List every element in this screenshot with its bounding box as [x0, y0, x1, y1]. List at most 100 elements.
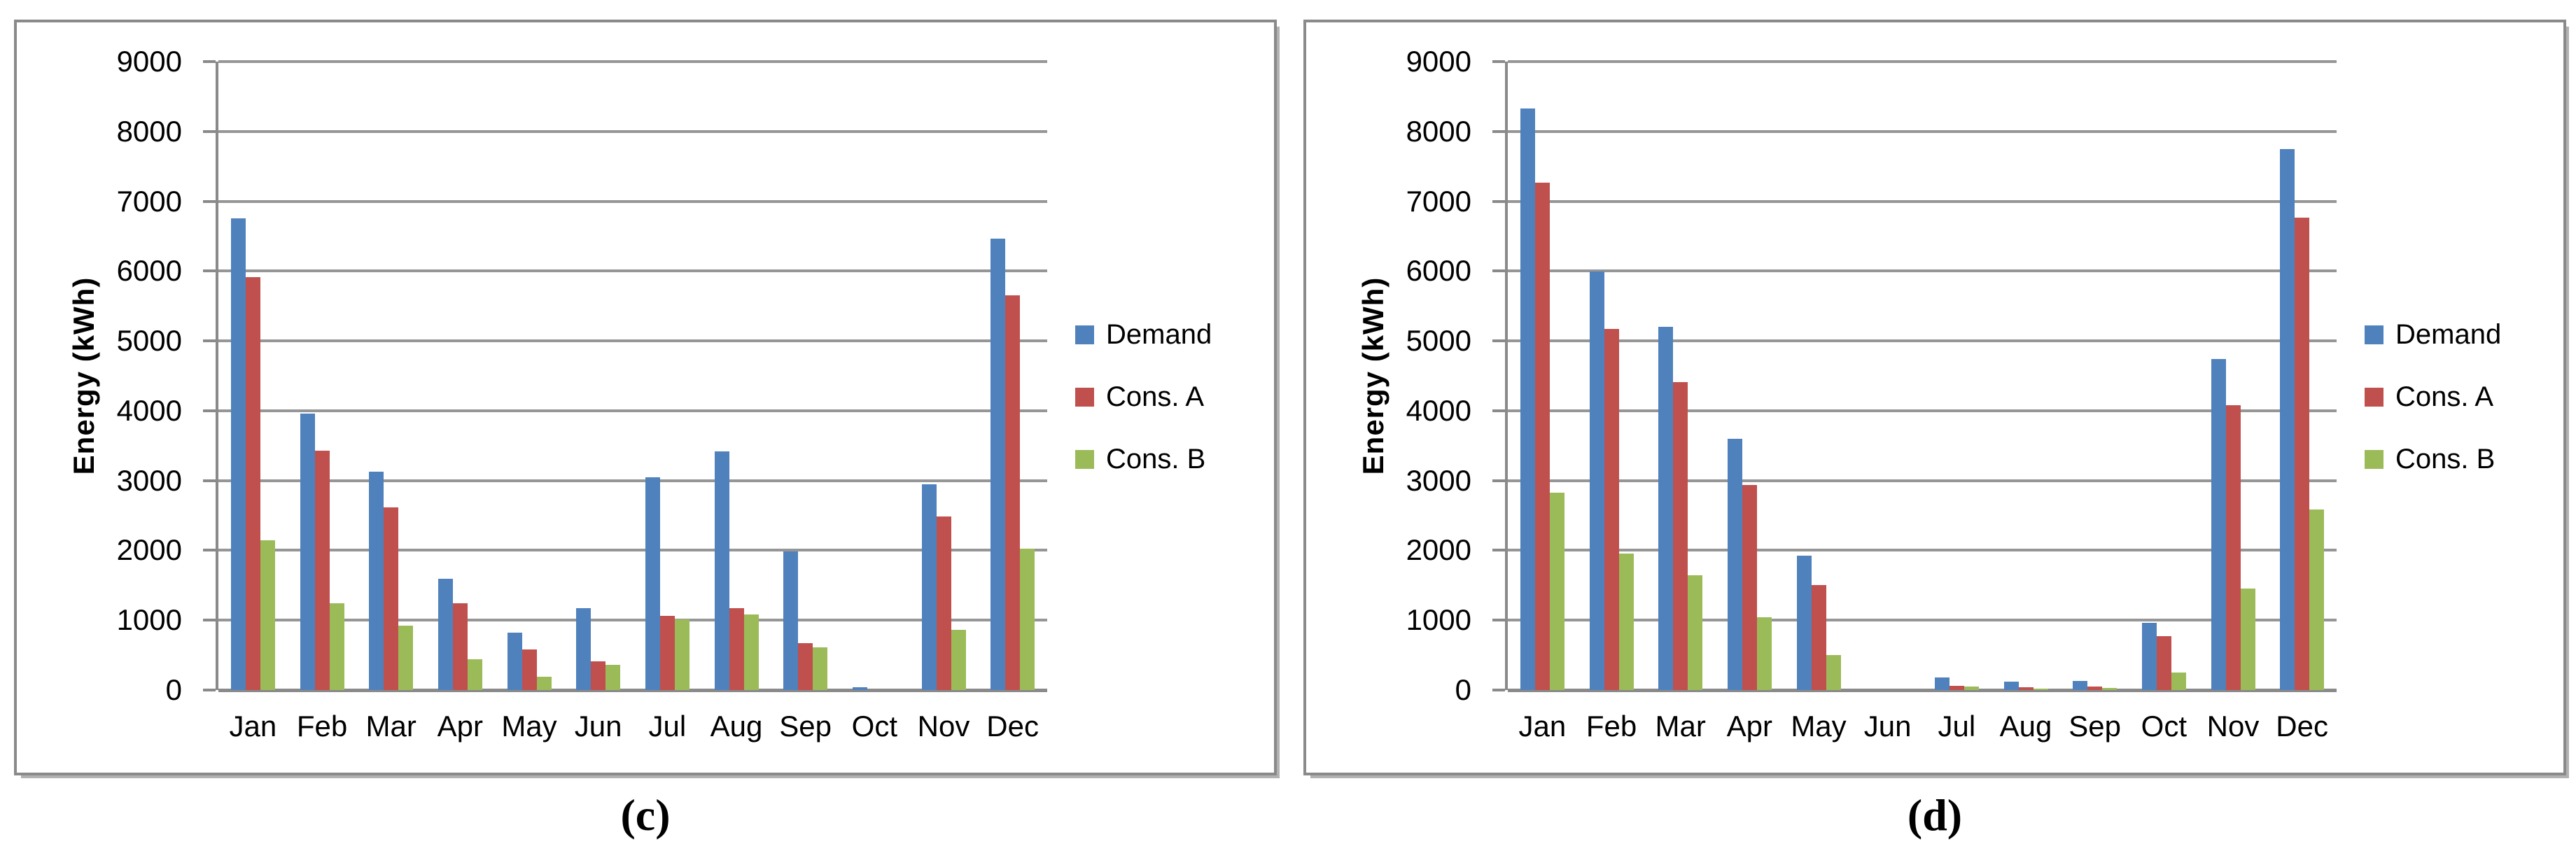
bar-cons-b-jun — [606, 665, 621, 690]
panel-caption-d: (d) — [1907, 790, 1963, 840]
bar-cons-a-apr — [1742, 485, 1757, 690]
bar-demand-dec — [2280, 149, 2295, 690]
y-tick — [203, 339, 216, 343]
bar-cons-b-mar — [1688, 575, 1703, 690]
x-axis-baseline — [218, 689, 1047, 692]
x-axis-label-jul: Jul — [648, 710, 687, 743]
legend-label-demand: Demand — [2395, 318, 2502, 350]
bar-cons-a-dec — [1005, 295, 1021, 690]
legend: Demand Cons. A Cons. B — [1075, 319, 1212, 474]
y-tick-label-2000: 2000 — [116, 533, 182, 567]
bar-cons-a-sep — [2087, 687, 2103, 690]
bar-cons-a-may — [1811, 585, 1826, 690]
x-axis-label-sep: Sep — [779, 710, 832, 743]
y-tick — [203, 199, 216, 203]
gridline-6000 — [218, 269, 1047, 273]
legend-swatch-cons-b — [2365, 449, 2384, 469]
panel-d-wrap: Energy (kWh) 9000 8000 7000 6000 5000 4000 300… — [1303, 0, 2566, 858]
bar-cons-a-mar — [384, 507, 399, 690]
x-axis-label-may: May — [501, 710, 557, 743]
bar-demand-jun — [576, 608, 592, 690]
x-axis-label-aug: Aug — [1999, 710, 2052, 743]
bar-demand-sep — [783, 551, 799, 690]
legend-swatch-cons-b — [1075, 449, 1094, 469]
gridline-2000 — [1508, 549, 2337, 552]
gridline-3000 — [1508, 479, 2337, 482]
bar-cons-a-nov — [2225, 405, 2241, 690]
y-tick-label-0: 0 — [1455, 673, 1471, 706]
bar-cons-b-aug — [743, 614, 759, 690]
bar-cons-a-dec — [2295, 218, 2310, 690]
gridline-5000 — [1508, 339, 2337, 343]
bar-cons-a-jul — [659, 616, 675, 690]
bar-demand-jul — [1934, 677, 1949, 690]
y-tick-label-8000: 8000 — [1406, 114, 1471, 148]
gridline-6000 — [1508, 269, 2337, 273]
x-axis-label-apr: Apr — [1726, 710, 1773, 743]
x-axis-label-dec: Dec — [986, 710, 1040, 743]
y-tick — [1492, 479, 1505, 482]
panel-c-wrap: Energy (kWh) 9000 8000 7000 6000 5000 4000 300… — [14, 0, 1277, 858]
bar-cons-b-apr — [1756, 617, 1772, 690]
y-tick-label-6000: 6000 — [116, 254, 182, 288]
y-tick-label-8000: 8000 — [116, 114, 182, 148]
y-tick-label-1000: 1000 — [1406, 603, 1471, 637]
gridline-9000 — [1508, 60, 2337, 63]
y-tick-label-5000: 5000 — [116, 324, 182, 358]
y-tick — [1492, 129, 1505, 133]
y-tick — [203, 689, 216, 691]
bar-cons-a-oct — [2156, 636, 2171, 690]
x-axis-label-oct: Oct — [851, 710, 897, 743]
x-axis-label-mar: Mar — [1655, 710, 1706, 743]
bar-cons-b-apr — [467, 659, 482, 690]
y-tick-label-3000: 3000 — [1406, 463, 1471, 497]
bar-demand-mar — [1658, 327, 1674, 690]
bar-demand-nov — [921, 484, 937, 690]
gridline-8000 — [1508, 129, 2337, 133]
legend-item-cons-b: Cons. B — [2365, 444, 2501, 474]
bar-cons-a-jan — [245, 277, 260, 690]
legend-item-cons-b: Cons. B — [1075, 444, 1212, 474]
bar-demand-dec — [990, 239, 1006, 690]
y-axis-title: Energy (kWh) — [67, 276, 100, 475]
bar-cons-a-feb — [1604, 329, 1619, 690]
y-tick — [1492, 689, 1505, 691]
y-tick — [203, 60, 216, 63]
y-tick-label-9000: 9000 — [1406, 45, 1471, 78]
bar-cons-b-jul — [1963, 687, 1979, 690]
x-axis-label-oct: Oct — [2141, 710, 2187, 743]
legend-item-cons-a: Cons. A — [2365, 381, 2501, 412]
gridline-1000 — [218, 619, 1047, 622]
y-axis-title: Energy (kWh) — [1357, 276, 1390, 475]
y-tick-label-4000: 4000 — [116, 393, 182, 427]
y-tick — [1492, 409, 1505, 412]
bar-demand-may — [1796, 556, 1812, 690]
x-axis-label-jul: Jul — [1938, 710, 1976, 743]
y-tick-label-5000: 5000 — [1406, 324, 1471, 358]
bar-cons-b-oct — [2171, 673, 2186, 690]
legend: Demand Cons. A Cons. B — [2365, 318, 2502, 474]
x-axis-label-nov: Nov — [2206, 710, 2260, 743]
x-axis-label-jun: Jun — [1863, 710, 1912, 743]
gridline-8000 — [218, 129, 1047, 133]
gridline-1000 — [1508, 619, 2337, 622]
bar-demand-feb — [300, 414, 315, 690]
bar-cons-a-feb — [314, 451, 330, 690]
bar-demand-jul — [645, 477, 660, 690]
x-axis-label-feb: Feb — [296, 710, 348, 743]
bar-demand-aug — [714, 451, 729, 690]
bar-demand-feb — [1589, 272, 1604, 690]
gridline-7000 — [218, 199, 1047, 203]
legend-swatch-cons-a — [1075, 387, 1094, 407]
legend-label-cons-a: Cons. A — [2395, 381, 2494, 412]
bar-cons-a-jan — [1534, 183, 1550, 690]
x-axis-label-feb: Feb — [1586, 710, 1637, 743]
bar-cons-b-dec — [2309, 509, 2325, 690]
bar-cons-b-dec — [1020, 549, 1035, 690]
gridline-4000 — [218, 409, 1047, 412]
y-tick — [1492, 199, 1505, 203]
y-tick-label-2000: 2000 — [1406, 533, 1471, 567]
legend-item-demand: Demand — [1075, 319, 1212, 350]
gridline-2000 — [218, 549, 1047, 552]
